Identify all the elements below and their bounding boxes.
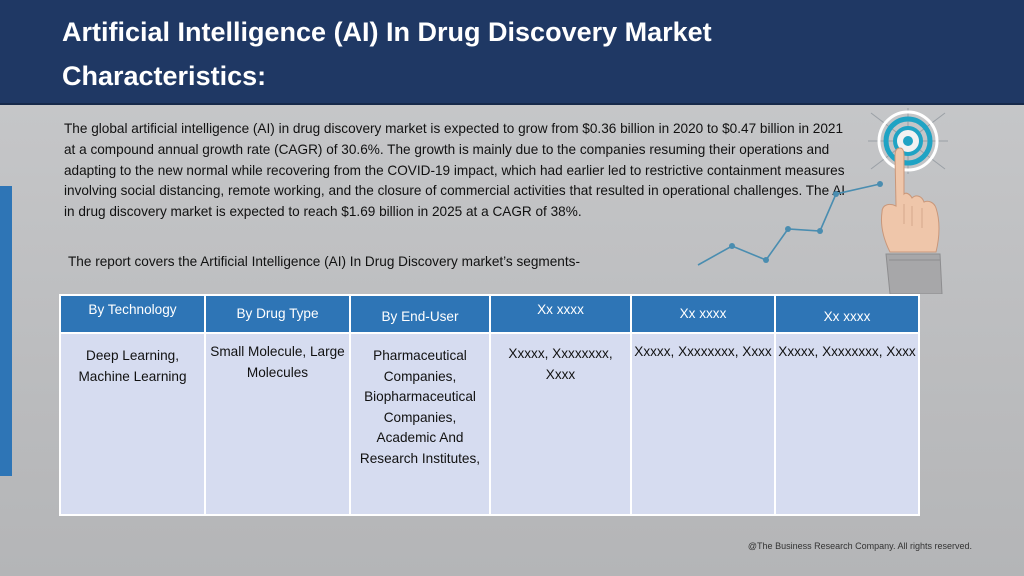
intro-paragraph: The global artificial intelligence (AI) …	[64, 121, 846, 220]
title-bar: Artificial Intelligence (AI) In Drug Dis…	[0, 0, 1024, 105]
header-cell: By Drug Type	[204, 294, 351, 334]
table-cell: Xxxxx, Xxxxxxxx, Xxxx	[489, 332, 632, 516]
header-cell: By Technology	[59, 294, 206, 334]
trend-point	[763, 257, 769, 263]
target-icon	[868, 108, 948, 174]
trend-point	[817, 228, 823, 234]
trend-point	[785, 226, 791, 232]
table-cell: Small Molecule, Large Molecules	[204, 332, 351, 516]
trend-point	[877, 181, 883, 187]
table-cell: Deep Learning, Machine Learning	[59, 332, 206, 516]
header-cell: Xx xxxx	[489, 294, 632, 334]
trend-point	[833, 191, 839, 197]
table-row: Deep Learning, Machine Learning Small Mo…	[59, 332, 920, 516]
header-cell: By End-User	[349, 294, 491, 334]
table-cell: Xxxxx, Xxxxxxxx, Xxxx	[774, 332, 920, 516]
trend-point	[729, 243, 735, 249]
segments-table: By Technology By Drug Type By End-User X…	[59, 294, 920, 516]
header-cell: Xx xxxx	[630, 294, 776, 334]
segments-intro: The report covers the Artificial Intelli…	[68, 254, 580, 269]
page-title: Artificial Intelligence (AI) In Drug Dis…	[62, 17, 712, 91]
copyright-footer: @The Business Research Company. All righ…	[747, 541, 972, 551]
hand-touch-target-icon	[697, 108, 948, 294]
table-cell: Pharmaceutical Companies, Biopharmaceuti…	[349, 332, 491, 516]
table-cell: Xxxxx, Xxxxxxxx, Xxxx	[630, 332, 776, 516]
trend-line	[697, 183, 881, 266]
header-cell: Xx xxxx	[774, 294, 920, 334]
left-accent-bar	[0, 186, 12, 476]
hand-icon	[881, 147, 943, 294]
table-header-row: By Technology By Drug Type By End-User X…	[59, 294, 920, 334]
